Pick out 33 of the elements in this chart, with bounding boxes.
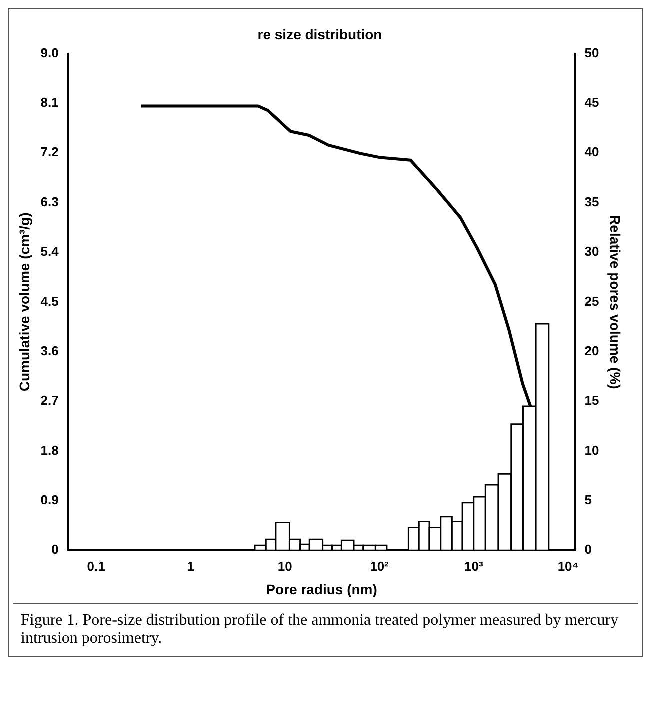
x-tick-label: 10⁴ <box>558 558 579 574</box>
y2-tick-label: 35 <box>584 194 600 210</box>
chart-title: re size distribution <box>258 26 382 42</box>
y-tick-label: 4.5 <box>40 294 59 309</box>
caption: Figure 1. Pore-size distribution profile of the ammonia treated polymer measured by mercury intrusion porosimetry. <box>13 603 638 652</box>
y2-tick-label: 20 <box>584 343 600 358</box>
y2-axis-title: Relative pores volume (%) <box>608 215 624 390</box>
x-tick-label: 1 <box>187 558 194 574</box>
y2-tick-label: 30 <box>584 244 600 260</box>
y-tick-label: 1.8 <box>40 442 59 458</box>
y-tick-label: 7.2 <box>40 144 59 160</box>
y-axis-title: Cumulative volume (cm³/g) <box>16 212 32 392</box>
y-tick-label: 8.1 <box>40 95 59 110</box>
y2-tick-label: 50 <box>584 45 600 60</box>
y-tick-label: 2.7 <box>40 393 59 408</box>
y2-tick-label: 45 <box>584 95 600 110</box>
y-tick-label: 0.9 <box>40 492 59 508</box>
y2-tick-label: 25 <box>584 294 600 309</box>
x-tick-label: 10³ <box>464 558 484 574</box>
x-tick-label: 10² <box>370 558 390 574</box>
y2-tick-label: 5 <box>584 492 592 508</box>
y-tick-label: 6.3 <box>40 194 59 210</box>
y2-tick-label: 10 <box>584 442 600 458</box>
x-axis-title: Pore radius (nm) <box>266 581 378 598</box>
y2-tick-label: 40 <box>584 144 600 160</box>
y-tick-label: 9.0 <box>40 45 59 60</box>
y2-tick-label: 0 <box>584 542 592 558</box>
y-tick-label: 3.6 <box>40 343 59 358</box>
y-tick-label: 0 <box>52 542 59 558</box>
x-tick-label: 0.1 <box>87 558 106 574</box>
y-tick-label: 5.4 <box>40 244 60 260</box>
x-tick-label: 10 <box>278 558 292 574</box>
y2-tick-label: 15 <box>584 393 600 408</box>
